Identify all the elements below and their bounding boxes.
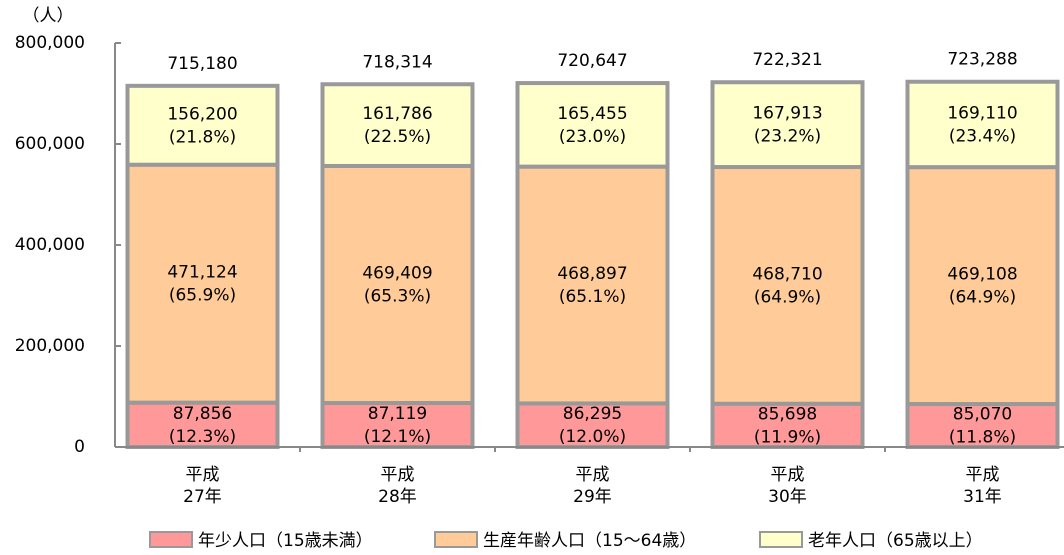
x-tick-label: 27年 — [183, 487, 222, 507]
value-label: 469,108 — [947, 265, 1017, 285]
value-label: 468,897 — [557, 264, 627, 284]
bar-segment — [125, 83, 280, 167]
x-tick-label: 28年 — [378, 487, 417, 507]
x-tick-label: 平成 — [186, 465, 220, 485]
percent-label: (65.3%) — [364, 286, 431, 306]
legend-label: 年少人口（15歳未満） — [198, 531, 373, 551]
legend-label: 生産年齢人口（15～64歳） — [483, 531, 696, 551]
percent-label: (12.0%) — [559, 427, 626, 447]
y-tick-label: 600,000 — [15, 134, 85, 154]
x-tick-label: 31年 — [963, 487, 1002, 507]
x-tick-label: 平成 — [771, 465, 805, 485]
y-tick-label: 800,000 — [15, 33, 85, 53]
value-label: 471,124 — [167, 263, 237, 283]
percent-label: (23.0%) — [559, 127, 626, 147]
bar-segment — [905, 79, 1060, 170]
bar-segment — [125, 162, 280, 405]
bar-segment — [515, 164, 670, 406]
y-tick-label: 200,000 — [15, 336, 85, 356]
percent-label: (65.1%) — [559, 287, 626, 307]
percent-label: (64.9%) — [949, 288, 1016, 308]
bar-segment — [320, 82, 475, 168]
x-tick-label: 平成 — [381, 465, 415, 485]
legend-swatch — [149, 531, 193, 548]
bar-segment — [515, 81, 670, 169]
percent-label: (64.9%) — [754, 287, 821, 307]
bar-segment — [515, 401, 670, 449]
value-label: 469,409 — [362, 263, 432, 283]
percent-label: (23.2%) — [754, 127, 821, 147]
percent-label: (11.9%) — [754, 427, 821, 447]
value-label: 87,856 — [173, 404, 232, 424]
total-label: 723,288 — [947, 50, 1017, 70]
y-tick-label: 0 — [74, 437, 85, 457]
bar-segment — [710, 80, 865, 170]
percent-label: (21.8%) — [169, 127, 236, 147]
value-label: 468,710 — [752, 264, 822, 284]
value-label: 169,110 — [947, 103, 1017, 123]
percent-label: (23.4%) — [949, 126, 1016, 146]
value-label: 161,786 — [362, 104, 432, 124]
bar-segment — [905, 165, 1060, 407]
value-label: 87,119 — [368, 404, 427, 424]
percent-label: (12.1%) — [364, 427, 431, 447]
total-label: 722,321 — [752, 50, 822, 70]
bar-segment — [320, 401, 475, 450]
x-tick-label: 平成 — [576, 465, 610, 485]
percent-label: (65.9%) — [169, 286, 236, 306]
x-tick-label: 30年 — [768, 487, 807, 507]
value-label: 165,455 — [557, 104, 627, 124]
legend-swatch — [759, 531, 803, 548]
percent-label: (22.5%) — [364, 127, 431, 147]
bar-segment — [710, 165, 865, 406]
percent-label: (11.8%) — [949, 428, 1016, 448]
value-label: 156,200 — [167, 104, 237, 124]
y-axis-unit: （人） — [23, 6, 74, 26]
bar-segment — [320, 163, 475, 406]
x-tick-label: 平成 — [966, 465, 1000, 485]
legend-swatch — [434, 531, 478, 548]
value-label: 85,070 — [953, 405, 1012, 425]
x-tick-label: 29年 — [573, 487, 612, 507]
legend-label: 老年人口（65歳以上） — [808, 531, 983, 551]
total-label: 718,314 — [362, 52, 432, 72]
percent-label: (12.3%) — [169, 427, 236, 447]
value-label: 85,698 — [758, 404, 817, 424]
value-label: 167,913 — [752, 104, 822, 124]
total-label: 720,647 — [557, 51, 627, 71]
value-label: 86,295 — [563, 404, 622, 424]
total-label: 715,180 — [167, 54, 237, 74]
y-tick-label: 400,000 — [15, 235, 85, 255]
